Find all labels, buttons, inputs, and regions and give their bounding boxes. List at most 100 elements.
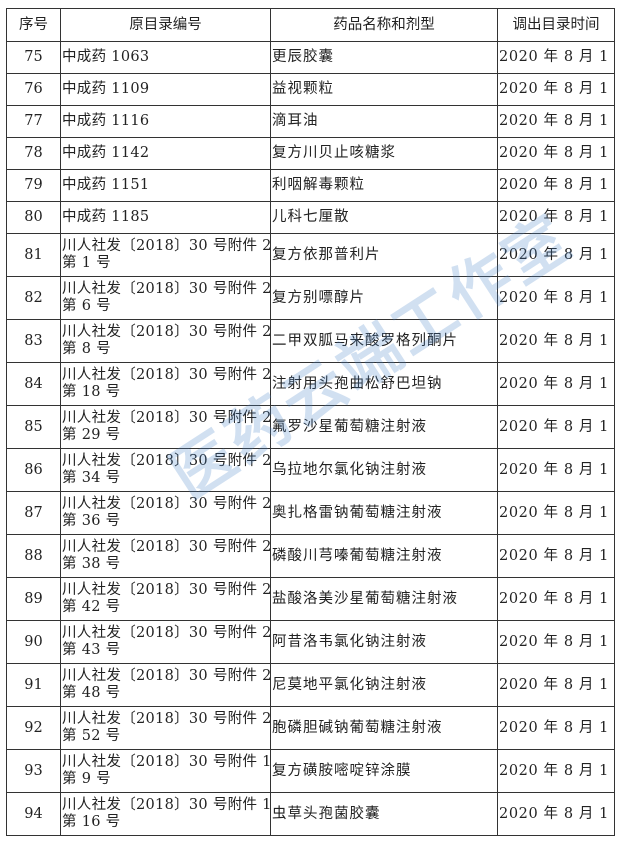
date-cell: 2020 年 8 月 1 日 [497,491,615,535]
name-cell: 滴耳油 [270,105,498,138]
drug-name: 儿科七厘散 [272,209,350,225]
drug-name: 复方依那普利片 [272,246,381,263]
serial-cell: 78 [6,137,61,170]
original-code-line2: 第 8 号 [62,341,111,357]
serial: 82 [24,289,43,306]
original-code-line2: 第 42 号 [62,599,121,615]
original-code-line1: 川人社发〔2018〕30 号附件 2 [62,367,271,383]
serial: 89 [24,590,43,607]
drug-name: 奥扎格雷钠葡萄糖注射液 [272,504,443,521]
date-cell: 2020 年 8 月 1 日 [497,405,615,449]
original-code-line1: 川人社发〔2018〕30 号附件 2 [62,238,271,254]
serial-cell: 87 [6,491,61,535]
original-code-line1: 川人社发〔2018〕30 号附件 2 [62,410,271,426]
name-cell: 尼莫地平氯化钠注射液 [270,663,498,707]
serial: 75 [24,49,43,65]
original-code-line2: 第 34 号 [62,470,121,486]
original-code-line2: 第 48 号 [62,685,121,701]
serial: 93 [24,762,43,779]
name-cell: 更辰胶囊 [270,41,498,74]
original-code-line1: 川人社发〔2018〕30 号附件 2 [62,582,271,598]
serial-cell: 93 [6,749,61,793]
original-code-line1: 川人社发〔2018〕30 号附件 2 [62,281,271,297]
header-serial: 序号 [6,8,61,42]
removal-date: 2020 年 8 月 1 日 [499,633,614,650]
drug-name: 乌拉地尔氯化钠注射液 [272,461,427,478]
removal-date: 2020 年 8 月 1 日 [499,49,614,65]
serial: 94 [24,805,43,822]
original-code-line2: 第 29 号 [62,427,121,443]
serial-cell: 84 [6,362,61,406]
original-code: 中成药 1185 [62,209,150,225]
name-cell: 二甲双胍马来酸罗格列酮片 [270,319,498,363]
name-cell: 利咽解毒颗粒 [270,169,498,202]
removal-date: 2020 年 8 月 1 日 [499,113,614,129]
serial: 87 [24,504,43,521]
serial-cell: 91 [6,663,61,707]
table-row: 80 中成药 1185 儿科七厘散 2020 年 8 月 1 日 [6,201,615,234]
date-cell: 2020 年 8 月 1 日 [497,577,615,621]
original-code-line2: 第 38 号 [62,556,121,572]
drug-name: 复方别嘌醇片 [272,289,365,306]
drug-name: 磷酸川芎嗪葡萄糖注射液 [272,547,443,564]
name-cell: 磷酸川芎嗪葡萄糖注射液 [270,534,498,578]
serial-cell: 86 [6,448,61,492]
removal-date: 2020 年 8 月 1 日 [499,762,614,779]
date-cell: 2020 年 8 月 1 日 [497,362,615,406]
removal-date: 2020 年 8 月 1 日 [499,332,614,349]
name-cell: 胞磷胆碱钠葡萄糖注射液 [270,706,498,750]
serial: 90 [24,633,43,650]
name-cell: 注射用头孢曲松舒巴坦钠 [270,362,498,406]
header-original-code: 原目录编号 [60,8,271,42]
removal-date: 2020 年 8 月 1 日 [499,145,614,161]
table-row: 78 中成药 1142 复方川贝止咳糖浆 2020 年 8 月 1 日 [6,137,615,170]
removal-date: 2020 年 8 月 1 日 [499,676,614,693]
date-cell: 2020 年 8 月 1 日 [497,792,615,836]
header-drug-name: 药品名称和剂型 [270,8,498,42]
date-cell: 2020 年 8 月 1 日 [497,663,615,707]
name-cell: 复方别嘌醇片 [270,276,498,320]
serial: 91 [24,676,43,693]
drug-name: 更辰胶囊 [272,49,334,65]
date-cell: 2020 年 8 月 1 日 [497,73,615,106]
table-row: 79 中成药 1151 利咽解毒颗粒 2020 年 8 月 1 日 [6,169,615,202]
original-code-line1: 川人社发〔2018〕30 号附件 2 [62,453,271,469]
serial-cell: 89 [6,577,61,621]
original-code-line1: 川人社发〔2018〕30 号附件 2 [62,711,271,727]
serial-cell: 85 [6,405,61,449]
original-code: 中成药 1109 [62,81,150,97]
original-code-line1: 川人社发〔2018〕30 号附件 2 [62,668,271,684]
original-code-line2: 第 6 号 [62,298,111,314]
drug-name: 二甲双胍马来酸罗格列酮片 [272,332,458,349]
drug-name: 利咽解毒颗粒 [272,177,365,193]
date-cell: 2020 年 8 月 1 日 [497,169,615,202]
drug-name: 复方川贝止咳糖浆 [272,145,396,161]
drug-name: 胞磷胆碱钠葡萄糖注射液 [272,719,443,736]
code-cell: 中成药 1116 [60,105,271,138]
removal-date: 2020 年 8 月 1 日 [499,177,614,193]
original-code-line2: 第 1 号 [62,255,111,271]
date-cell: 2020 年 8 月 1 日 [497,319,615,363]
serial-cell: 76 [6,73,61,106]
removal-date: 2020 年 8 月 1 日 [499,375,614,392]
serial-cell: 77 [6,105,61,138]
drug-name: 虫草头孢菌胶囊 [272,805,381,822]
drug-name: 阿昔洛韦氯化钠注射液 [272,633,427,650]
serial-cell: 79 [6,169,61,202]
date-cell: 2020 年 8 月 1 日 [497,749,615,793]
date-cell: 2020 年 8 月 1 日 [497,448,615,492]
